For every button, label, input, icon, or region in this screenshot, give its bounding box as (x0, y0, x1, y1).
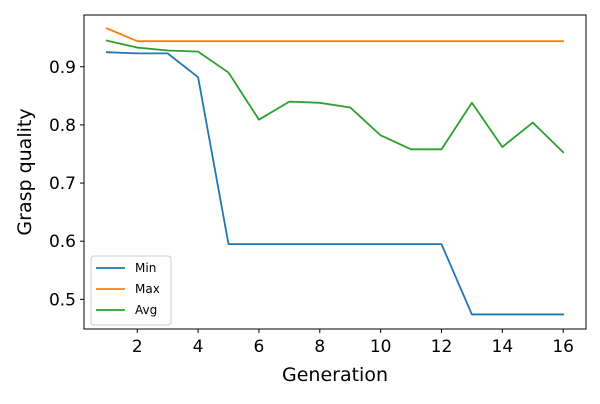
axis-ticks: 2 4 6 8 10 12 14 16 0.5 0.6 0.7 0.8 0.9 (49, 58, 574, 357)
plot-frame (83, 14, 587, 330)
legend: Min Max Avg (90, 255, 172, 326)
x-axis-label: Generation (282, 364, 388, 386)
y-tick-label: 0.6 (49, 232, 76, 252)
legend-box (90, 255, 172, 326)
series-line-max (105, 27, 565, 43)
y-axis-label: Grasp quality (14, 108, 36, 235)
x-tick-label: 16 (552, 337, 574, 357)
x-tick-label: 10 (370, 337, 392, 357)
y-tick-label: 0.8 (49, 116, 76, 136)
x-tick-label: 12 (431, 337, 453, 357)
x-tick-label: 14 (492, 337, 514, 357)
x-tick-label: 2 (132, 337, 143, 357)
y-tick-label: 0.7 (49, 174, 76, 194)
legend-label-max: Max (135, 282, 160, 296)
y-tick-label: 0.5 (49, 290, 76, 310)
x-tick-label: 6 (254, 337, 265, 357)
plot-area (105, 27, 565, 316)
x-tick-label: 4 (193, 337, 204, 357)
legend-label-avg: Avg (135, 303, 157, 317)
x-tick-label: 8 (314, 337, 325, 357)
y-tick-label: 0.9 (49, 58, 76, 78)
legend-label-min: Min (135, 261, 156, 275)
series-line-avg (105, 39, 565, 154)
series-line-min (105, 51, 565, 316)
